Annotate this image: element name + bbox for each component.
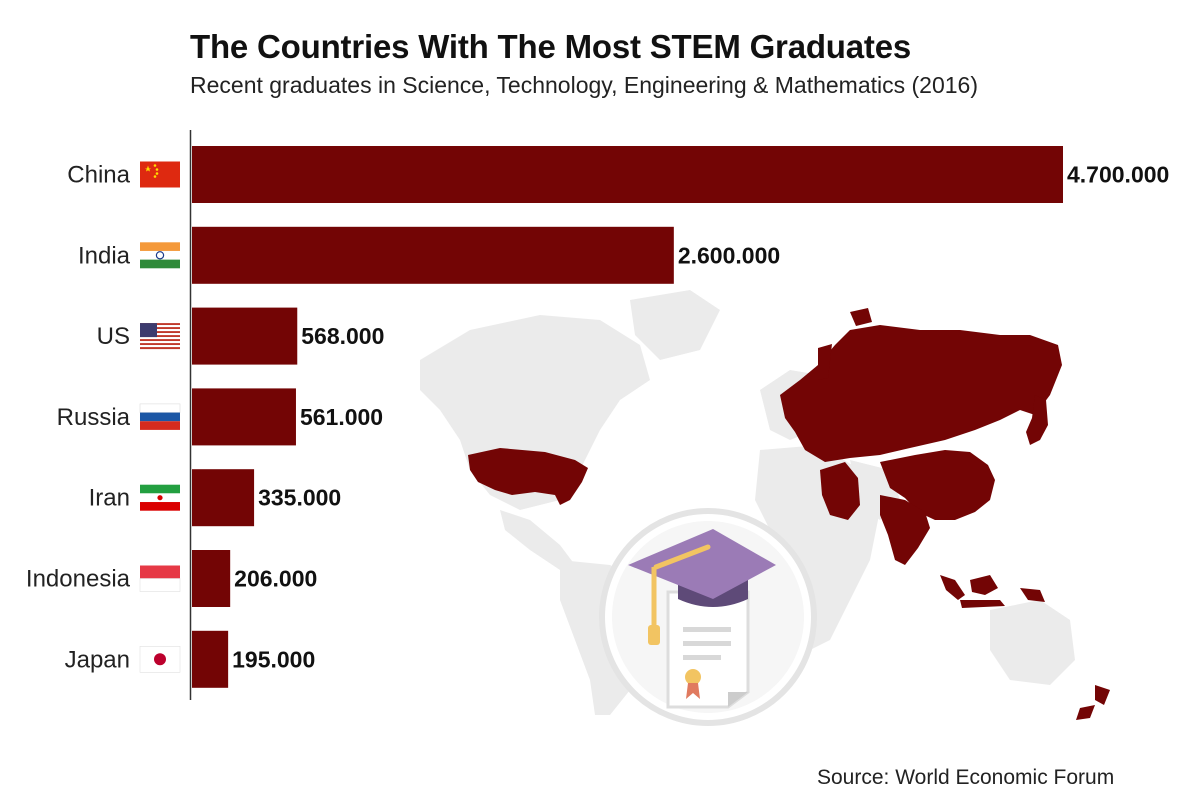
- chart-title: The Countries With The Most STEM Graduat…: [190, 28, 912, 65]
- category-label: India: [78, 242, 131, 269]
- category-label: Indonesia: [26, 566, 131, 593]
- china-flag-icon: [140, 161, 180, 188]
- category-label: US: [97, 323, 130, 350]
- value-label: 2.600.000: [678, 242, 780, 268]
- bar-japan: [192, 630, 229, 688]
- value-label: 195.000: [232, 646, 315, 672]
- value-label: 206.000: [234, 566, 317, 592]
- us-flag-icon: [140, 323, 180, 350]
- bar-china: [192, 146, 1063, 203]
- category-label: Russia: [57, 404, 131, 431]
- category-label: Iran: [89, 485, 130, 512]
- russia-flag-icon: [139, 403, 181, 430]
- iran-flag-icon: [140, 484, 180, 511]
- bar-indonesia: [192, 550, 231, 607]
- bar-india: [192, 226, 674, 284]
- bar-russia: [192, 388, 296, 446]
- graduation-cap-icon: [599, 508, 817, 726]
- value-label: 568.000: [301, 323, 384, 349]
- value-label: 335.000: [258, 485, 341, 511]
- value-label: 561.000: [300, 404, 383, 430]
- value-label: 4.700.000: [1067, 162, 1169, 188]
- world-map-highlight: [468, 308, 1110, 720]
- japan-flag-icon: [139, 645, 181, 673]
- bar-us: [192, 307, 298, 365]
- bar-iran: [192, 469, 255, 527]
- category-label: China: [67, 162, 130, 189]
- category-label: Japan: [65, 646, 130, 673]
- indonesia-flag-icon: [139, 565, 181, 592]
- source-note: Source: World Economic Forum: [817, 766, 1115, 789]
- chart-subtitle: Recent graduates in Science, Technology,…: [190, 72, 978, 98]
- india-flag-icon: [140, 242, 180, 269]
